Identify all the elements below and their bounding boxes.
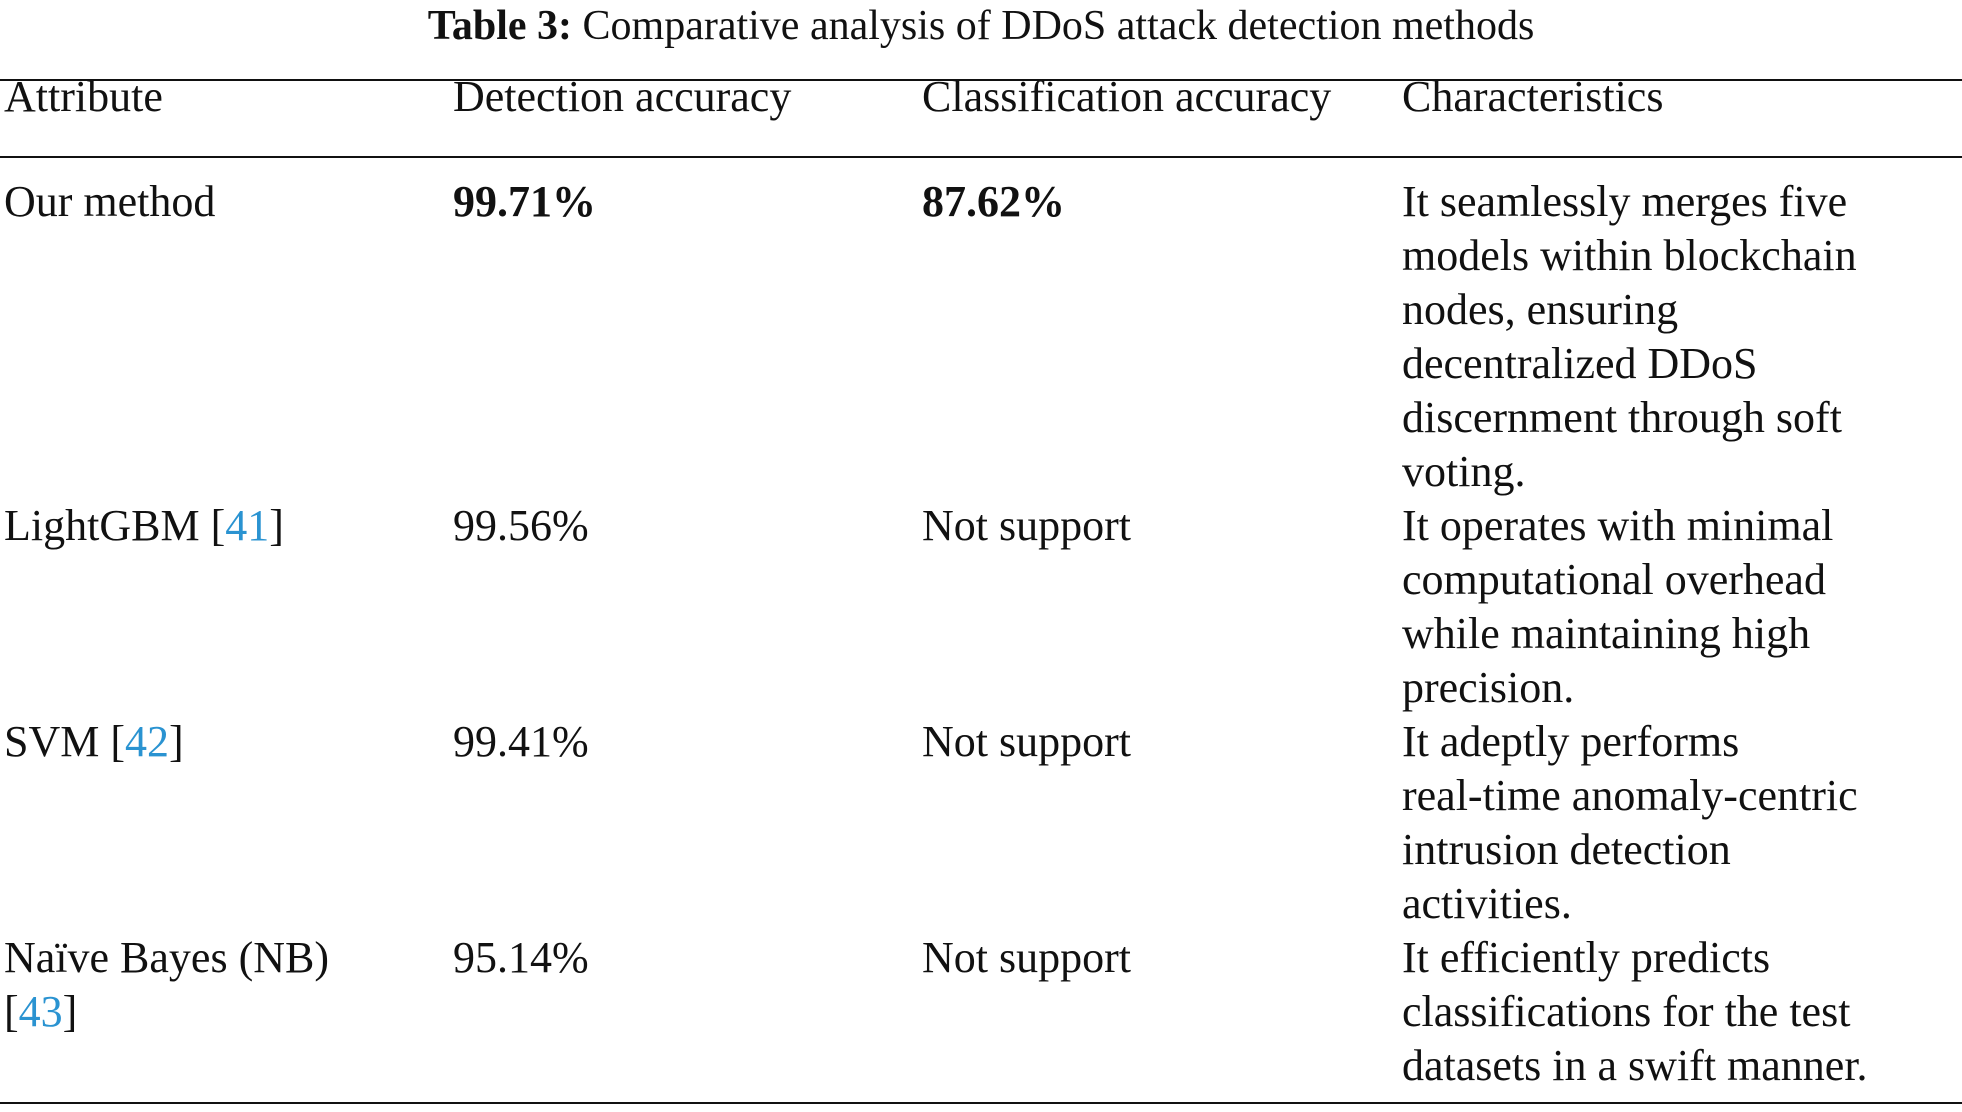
row-naive-bayes-attribute: Naïve Bayes (NB) (4, 933, 330, 982)
table-top-rule (0, 79, 1962, 81)
citation-link-41[interactable]: 41 (225, 501, 270, 550)
table-caption: Table 3: Comparative analysis of DDoS at… (0, 0, 1962, 52)
row-our-method-characteristics-line: nodes, ensuring (1402, 285, 1679, 334)
row-svm-detection: 99.41% (453, 717, 589, 766)
attribute-name: LightGBM (4, 501, 200, 550)
row-lightgbm-detection: 99.56% (453, 501, 589, 550)
row-naive-bayes-characteristics-line: It efficiently predicts (1402, 933, 1771, 982)
row-naive-bayes-classification: Not support (922, 933, 1131, 982)
row-naive-bayes-citation: [43] (4, 985, 77, 1039)
header-characteristics: Characteristics (1402, 72, 1664, 121)
row-naive-bayes-characteristics-line: classifications for the test (1402, 987, 1851, 1036)
row-naive-bayes-characteristics-line: datasets in a swift manner. (1402, 1041, 1868, 1090)
table-header-rule (0, 156, 1962, 158)
row-svm-characteristics-line: It adeptly performs (1402, 717, 1740, 766)
row-our-method-characteristics-line: It seamlessly merges five (1402, 177, 1848, 226)
attribute-name: SVM (4, 717, 100, 766)
row-svm-characteristics-line: intrusion detection (1402, 825, 1731, 874)
row-lightgbm-characteristics-line: while maintaining high (1402, 609, 1811, 658)
citation-link-43[interactable]: 43 (18, 987, 63, 1036)
row-svm-characteristics-line: activities. (1402, 879, 1572, 928)
row-svm-characteristics-line: real-time anomaly-centric (1402, 771, 1858, 820)
row-lightgbm-classification: Not support (922, 501, 1131, 550)
citation-open: [ (4, 987, 19, 1036)
header-attribute: Attribute (4, 72, 163, 121)
row-lightgbm-characteristics-line: computational overhead (1402, 555, 1826, 604)
citation-close: ] (269, 501, 284, 550)
row-our-method-classification: 87.62% (922, 177, 1065, 226)
row-our-method-detection: 99.71% (453, 177, 596, 226)
table-caption-label: Table 3: (427, 3, 573, 49)
row-lightgbm-attribute: LightGBM [41] (4, 499, 284, 553)
citation-open: [ (110, 717, 126, 766)
citation-close: ] (169, 717, 184, 766)
table-bottom-rule (0, 1102, 1962, 1104)
header-detection-accuracy: Detection accuracy (453, 72, 792, 121)
citation-close: ] (62, 987, 78, 1036)
row-svm-classification: Not support (922, 717, 1131, 766)
header-classification-accuracy: Classification accuracy (922, 72, 1332, 121)
row-lightgbm-characteristics-line: precision. (1402, 663, 1575, 712)
row-our-method-attribute: Our method (4, 177, 216, 226)
row-our-method-characteristics-line: models within blockchain (1402, 231, 1857, 280)
row-naive-bayes-detection: 95.14% (453, 933, 589, 982)
row-svm-attribute: SVM [42] (4, 715, 184, 769)
row-our-method-characteristics-line: discernment through soft (1402, 393, 1842, 442)
row-our-method-characteristics-line: decentralized DDoS (1402, 339, 1758, 388)
citation-open: [ (210, 501, 226, 550)
row-lightgbm-characteristics-line: It operates with minimal (1402, 501, 1834, 550)
citation-link-42[interactable]: 42 (125, 717, 170, 766)
row-our-method-characteristics-line: voting. (1402, 447, 1526, 496)
table-caption-text: Comparative analysis of DDoS attack dete… (582, 3, 1535, 49)
